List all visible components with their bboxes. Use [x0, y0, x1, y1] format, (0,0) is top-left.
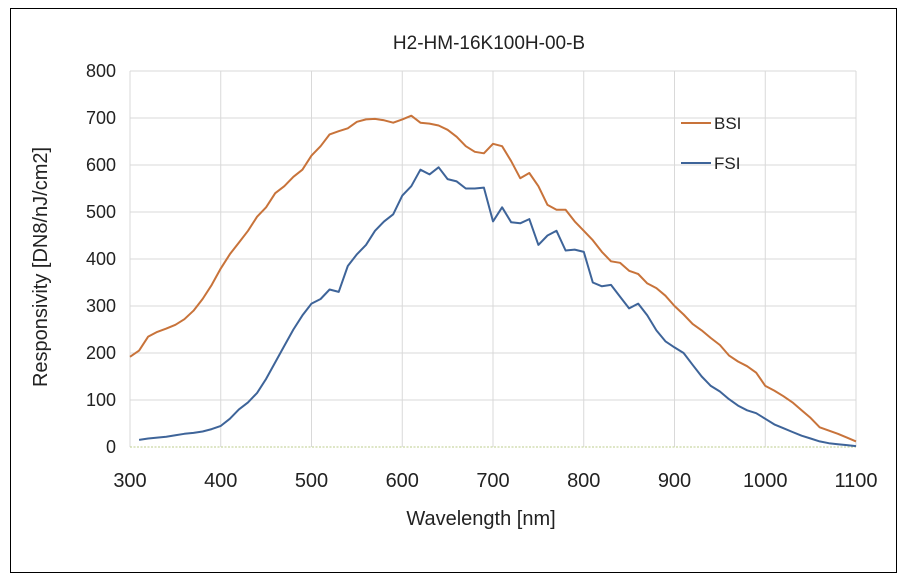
tick-labels: 0 100 200 300 400 500 600 700 800 300 400 500 600 700…	[86, 61, 878, 492]
y-tick-label: 600	[86, 155, 116, 175]
x-tick-label: 400	[204, 470, 237, 492]
y-tick-label: 400	[86, 249, 116, 269]
x-tick-label: 900	[658, 470, 691, 492]
x-tick-label: 500	[295, 470, 328, 492]
line-chart: 0 100 200 300 400 500 600 700 800 300 400 500 600 700…	[30, 33, 878, 530]
y-tick-label: 700	[86, 108, 116, 128]
gridlines	[129, 70, 857, 448]
y-tick-label: 300	[86, 296, 116, 316]
legend: BSI FSI	[681, 114, 741, 173]
y-tick-label: 0	[106, 437, 116, 457]
y-axis-label: Responsivity [DN8/nJ/cm2]	[30, 147, 52, 387]
x-tick-label: 1100	[834, 470, 877, 492]
x-tick-label: 600	[386, 470, 419, 492]
y-tick-label: 800	[86, 61, 116, 81]
x-tick-label: 300	[113, 470, 146, 492]
x-tick-label: 1000	[743, 470, 788, 492]
series-line-bsi	[129, 114, 857, 443]
x-tick-label: 700	[476, 470, 509, 492]
series-lines	[129, 114, 857, 448]
x-tick-label: 800	[567, 470, 600, 492]
x-axis-label: Wavelength [nm]	[406, 508, 555, 530]
chart-title: H2-HM-16K100H-00-B	[393, 33, 585, 54]
y-tick-label: 500	[86, 202, 116, 222]
y-tick-label: 200	[86, 343, 116, 363]
y-tick-label: 100	[86, 390, 116, 410]
series-line-fsi	[138, 166, 857, 448]
legend-label-fsi: FSI	[714, 154, 740, 173]
legend-label-bsi: BSI	[714, 114, 741, 133]
chart-frame: 0 100 200 300 400 500 600 700 800 300 400 500 600 700…	[10, 8, 897, 573]
